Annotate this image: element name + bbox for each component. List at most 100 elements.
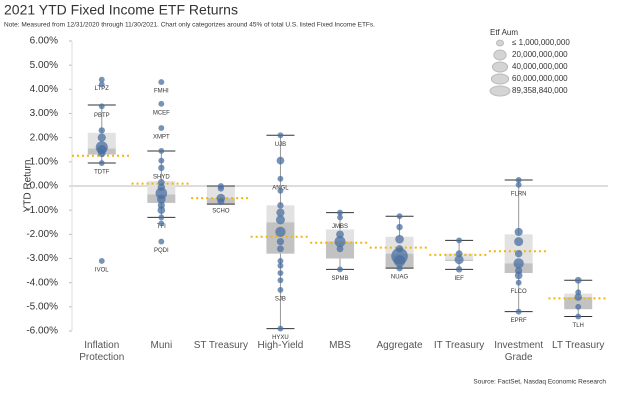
etf-label: UJB — [275, 142, 286, 148]
legend-title: Etf Aum — [490, 28, 518, 37]
etf-label: FLCO — [511, 289, 527, 295]
y-tick-label: -4.00% — [26, 277, 58, 288]
x-tick-label: MBS — [329, 340, 351, 351]
legend-label: 40,000,000,000 — [512, 62, 568, 71]
etf-point — [217, 198, 225, 206]
etf-point — [277, 270, 284, 276]
etf-label: SPMB — [331, 276, 348, 282]
chart-title: 2021 YTD Fixed Income ETF Returns — [4, 2, 238, 18]
etf-label: TLH — [573, 323, 584, 329]
x-tick-label: Investment Grade — [494, 340, 544, 363]
etf-label: HYXU — [272, 335, 289, 341]
etf-point — [277, 286, 284, 293]
box-lower — [564, 297, 593, 310]
y-tick-label: -3.00% — [26, 253, 58, 264]
y-tick-label: 2.00% — [30, 132, 58, 143]
etf-point — [336, 230, 344, 239]
x-tick-label: Aggregate — [376, 340, 423, 351]
etf-point — [158, 164, 165, 172]
etf-point — [158, 238, 165, 245]
etf-label: SCHO — [212, 208, 230, 214]
y-tick-label: 1.00% — [30, 156, 58, 167]
etf-label: FLRN — [511, 191, 527, 197]
chart-subtitle: Note: Measured from 12/31/2020 through 1… — [4, 22, 375, 29]
x-tick-label: High-Yield — [257, 340, 304, 351]
etf-label: IEF — [454, 276, 464, 282]
y-tick-label: 5.00% — [30, 60, 58, 71]
legend-size — [493, 49, 507, 61]
legend-size — [491, 61, 509, 73]
etf-point — [515, 279, 522, 286]
etf-point — [157, 194, 166, 204]
etf-point — [393, 255, 406, 267]
etf-point — [277, 202, 284, 209]
etf-point — [98, 160, 105, 166]
etf-point — [575, 303, 582, 310]
etf-point — [276, 156, 285, 165]
y-axis-label: YTD Return — [23, 160, 34, 213]
x-tick-label: Muni — [150, 340, 173, 351]
legend-size — [495, 39, 505, 47]
etf-point — [514, 227, 523, 237]
y-tick-label: 4.00% — [30, 84, 58, 95]
etf-point — [98, 81, 105, 88]
etf-point — [277, 262, 284, 269]
y-tick-label: 0.00% — [30, 181, 58, 192]
etf-point — [396, 213, 403, 220]
etf-point — [158, 157, 165, 164]
etf-point — [396, 264, 403, 272]
etf-point — [158, 148, 165, 154]
etf-point — [514, 249, 523, 258]
legend-label: 20,000,000,000 — [512, 50, 568, 59]
y-tick-label: -1.00% — [26, 205, 58, 216]
etf-point — [277, 175, 284, 182]
etf-point — [277, 132, 284, 139]
etf-label: MCEF — [153, 110, 170, 116]
etf-label: NUAG — [391, 275, 409, 281]
x-tick-label: LT Treasury — [552, 340, 605, 351]
etf-label: XMPT — [153, 135, 170, 141]
etf-point — [455, 266, 463, 273]
etf-point — [515, 177, 522, 183]
etf-point — [575, 313, 582, 320]
etf-label: FMHI — [154, 89, 169, 95]
etf-point — [337, 214, 343, 221]
etf-point — [455, 250, 463, 258]
etf-label: JMBS — [332, 224, 348, 230]
y-tick-label: 3.00% — [30, 108, 58, 119]
legend-size — [489, 85, 511, 97]
etf-point — [158, 100, 165, 107]
etf-point — [158, 214, 165, 221]
etf-label: TDTF — [94, 170, 110, 176]
etf-label: SJB — [275, 296, 286, 302]
legend-label: 89,358,840,000 — [512, 86, 568, 95]
etf-point — [97, 133, 106, 142]
legend-size — [490, 73, 510, 85]
etf-point — [276, 208, 285, 217]
etf-point — [158, 125, 165, 131]
x-tick-label: IT Treasury — [433, 340, 485, 351]
etf-point — [454, 255, 464, 265]
etf-point — [514, 271, 523, 280]
etf-point — [217, 185, 225, 192]
etf-point — [158, 79, 165, 86]
etf-point — [277, 325, 284, 332]
etf-label: PQDI — [154, 248, 169, 254]
box-upper — [206, 186, 235, 199]
y-tick-label: 6.00% — [30, 36, 58, 47]
etf-point — [514, 237, 524, 247]
etf-point — [277, 277, 284, 284]
etf-point — [98, 76, 105, 83]
etf-point — [275, 226, 286, 238]
etf-point — [574, 276, 582, 284]
etf-point — [336, 245, 344, 253]
etf-point — [275, 215, 285, 225]
y-tick-label: -5.00% — [26, 301, 58, 312]
x-tick-label: Inflation Protection — [79, 340, 125, 363]
etf-point — [277, 187, 284, 194]
y-tick-label: -2.00% — [26, 229, 58, 240]
etf-point — [515, 181, 522, 188]
etf-label: IVOL — [95, 267, 109, 273]
